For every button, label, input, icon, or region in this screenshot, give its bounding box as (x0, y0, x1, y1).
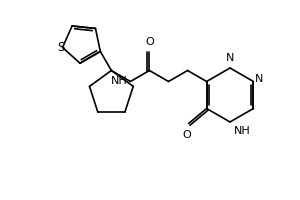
Text: S: S (57, 41, 64, 54)
Text: O: O (145, 37, 154, 47)
Text: NH: NH (234, 126, 251, 136)
Text: N: N (255, 74, 264, 84)
Text: O: O (182, 130, 191, 140)
Text: NH: NH (111, 76, 128, 86)
Text: N: N (226, 53, 234, 63)
